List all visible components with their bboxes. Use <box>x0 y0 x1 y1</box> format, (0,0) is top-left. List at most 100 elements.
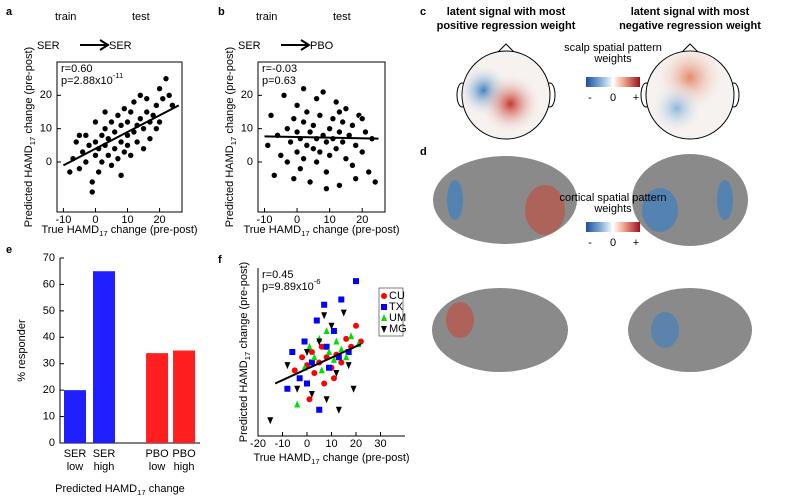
x-tick-label: SER <box>64 448 87 460</box>
y-tick-label: 0 <box>247 156 253 168</box>
colorbar-label: - <box>588 237 592 249</box>
x-tick-label: 0 <box>294 214 300 226</box>
point <box>353 322 359 329</box>
point <box>321 301 328 308</box>
panel-title: latent signal with most <box>447 6 566 18</box>
x-axis-label: True HAMD17 change (pre-post) <box>253 452 409 466</box>
p-annotation-part: p=9.89x10 <box>262 281 314 293</box>
point <box>124 118 131 126</box>
y-tick-label: 30 <box>43 358 55 370</box>
point <box>300 155 307 162</box>
p-annotation-part: p=2.88x10 <box>61 75 113 87</box>
point <box>92 152 99 159</box>
point <box>329 115 337 122</box>
point <box>133 138 141 146</box>
point <box>293 128 301 136</box>
point <box>342 105 350 112</box>
x-axis-label-part: True HAMD <box>253 452 311 464</box>
point <box>92 138 99 146</box>
point <box>338 345 345 353</box>
y-tick-label: 0 <box>46 156 52 168</box>
point <box>333 370 340 377</box>
x-tick-label: high <box>174 461 195 473</box>
point <box>153 125 160 132</box>
r-annotation: r=-0.03 <box>262 63 297 75</box>
point <box>76 165 83 172</box>
p-annotation-part: p=0.63 <box>262 75 296 87</box>
point <box>323 327 330 334</box>
panel-letter: e <box>6 244 12 256</box>
point <box>146 135 154 142</box>
point <box>326 152 333 159</box>
point <box>140 125 147 132</box>
y-tick-label: 0 <box>49 437 55 449</box>
point <box>311 353 318 361</box>
x-axis-label: Predicted HAMD17 change <box>55 483 185 497</box>
point <box>313 158 320 166</box>
point <box>335 354 342 361</box>
point <box>352 175 359 182</box>
point <box>349 162 356 169</box>
x-axis-label-part: change (pre-post) <box>320 452 410 464</box>
legend-label: UM <box>389 312 406 324</box>
x-axis-label-part: 17 <box>137 488 146 497</box>
point <box>117 122 125 129</box>
point <box>335 406 342 414</box>
point <box>108 118 115 126</box>
point <box>300 118 307 126</box>
point <box>345 349 352 355</box>
test-set: PBO <box>310 40 334 52</box>
bar <box>146 353 169 443</box>
point <box>98 132 106 139</box>
point <box>143 108 151 116</box>
point <box>121 105 128 112</box>
x-tick-label: low <box>67 461 84 473</box>
point <box>299 354 306 361</box>
x-tick-label: PBO <box>172 448 196 460</box>
x-tick-label: 10 <box>121 214 133 226</box>
legend-marker <box>381 304 387 310</box>
point <box>111 145 118 152</box>
point <box>321 312 328 320</box>
point <box>304 380 310 387</box>
point <box>121 148 128 156</box>
y-tick-label: 10 <box>241 123 253 135</box>
point <box>342 155 350 162</box>
y-tick-label: 10 <box>40 123 52 135</box>
point <box>318 343 325 350</box>
point <box>336 108 343 116</box>
fit-line <box>274 343 362 385</box>
point <box>108 162 115 169</box>
point <box>371 178 379 186</box>
point <box>326 125 333 132</box>
point <box>127 108 135 116</box>
point <box>267 112 275 119</box>
point <box>294 400 301 408</box>
point <box>267 417 274 425</box>
point <box>280 92 288 99</box>
point <box>308 349 315 355</box>
point <box>277 152 285 159</box>
y-axis-label-part: Predicted HAMD <box>238 360 250 442</box>
point <box>323 168 330 176</box>
point <box>159 95 167 102</box>
point <box>336 128 343 136</box>
panel-c-graphics <box>456 43 740 140</box>
x-axis-label-part: 17 <box>301 229 310 238</box>
y-tick-label: 20 <box>241 89 253 101</box>
point <box>333 337 340 345</box>
p-annotation: p=9.89x10-6 <box>262 277 321 293</box>
point <box>284 362 291 370</box>
point <box>127 152 135 159</box>
point <box>82 132 90 139</box>
point <box>111 128 118 136</box>
x-tick-label: -20 <box>250 438 266 450</box>
point <box>330 355 337 363</box>
panel-letter: a <box>6 6 13 18</box>
r-annotation: r=0.45 <box>262 269 294 281</box>
y-tick-label: 10 <box>43 410 55 422</box>
bar <box>93 271 115 443</box>
point <box>284 385 291 392</box>
test-set: SER <box>109 40 132 52</box>
point <box>137 115 144 122</box>
